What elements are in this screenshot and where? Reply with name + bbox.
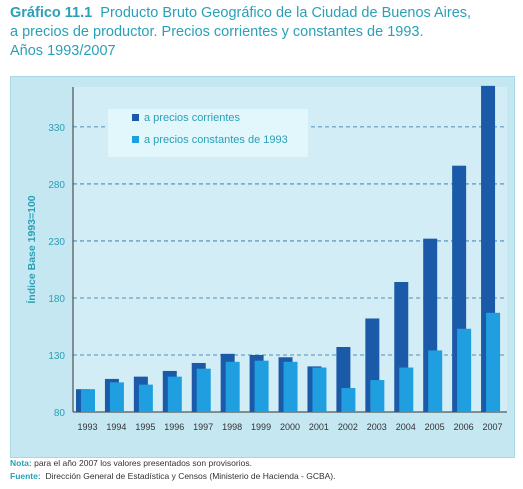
bar-constantes [370,380,385,412]
bar-constantes [457,328,472,412]
y-axis-label: Índice Base 1993=100 [25,195,38,303]
bar-constantes [254,360,269,412]
x-tick-label: 1998 [222,422,242,432]
bar-constantes [225,361,240,412]
bar-constantes [138,384,153,412]
y-tick-label: 230 [48,237,65,248]
x-tick-label: 2000 [280,422,300,432]
y-tick-label: 80 [54,408,66,419]
title-line-2: a precios de productor. Precios corrient… [10,24,424,40]
title-line-3: Años 1993/2007 [10,43,116,59]
bar-constantes [428,350,443,412]
note-label: Nota: [10,458,32,468]
x-tick-label: 2002 [338,422,358,432]
legend-swatch [132,114,139,121]
chart-frame: 80 130 180 230 280 330 Índice Base 1993=100 199… [10,76,515,458]
bar-constantes [196,368,211,412]
bar-constantes [399,367,414,412]
source-label: Fuente: [10,471,41,481]
y-tick-label: 130 [48,351,65,362]
x-tick-label: 2007 [483,422,503,432]
y-tick-label: 180 [48,294,65,305]
bar-chart: 80 130 180 230 280 330 Índice Base 1993=100 199… [25,85,507,432]
legend-swatch [132,136,139,143]
bar-constantes [283,361,298,412]
x-tick-label: 2006 [454,422,474,432]
chart-title: Gráfico 11.1 Producto Bruto Geográfico d… [10,4,515,61]
legend-label: a precios constantes de 1993 [144,134,288,146]
legend-box [108,109,308,157]
x-tick-label: 1997 [193,422,213,432]
note-line: Nota: para el año 2007 los valores prese… [10,457,515,470]
figure-label: Gráfico 11.1 [10,5,93,21]
source-line: Fuente: Dirección General de Estadística… [10,470,515,483]
footnotes: Nota: para el año 2007 los valores prese… [10,457,515,483]
bar-constantes [341,388,356,412]
x-tick-label: 2004 [396,422,416,432]
source-text: Dirección General de Estadística y Censo… [45,471,336,481]
bar-constantes [312,367,327,412]
y-tick-label: 280 [48,180,65,191]
bar-constantes [81,389,95,412]
title-line-1: Gráfico 11.1 Producto Bruto Geográfico d… [10,4,515,23]
x-tick-label: 1999 [251,422,271,432]
x-tick-label: 1996 [164,422,184,432]
x-tick-label: 2003 [367,422,387,432]
x-tick-label: 1993 [77,422,97,432]
legend-label: a precios corrientes [144,112,240,124]
x-tick-label: 1994 [106,422,126,432]
x-tick-label: 2001 [309,422,329,432]
title-text-1: Producto Bruto Geográfico de la Ciudad d… [100,5,472,21]
note-text: para el año 2007 los valores presentados… [34,458,252,468]
bar-constantes [486,312,501,412]
bar-constantes [109,382,124,412]
x-tick-label: 1995 [135,422,155,432]
bar-constantes [167,376,182,412]
x-tick-label: 2005 [425,422,445,432]
y-tick-label: 330 [48,123,65,134]
